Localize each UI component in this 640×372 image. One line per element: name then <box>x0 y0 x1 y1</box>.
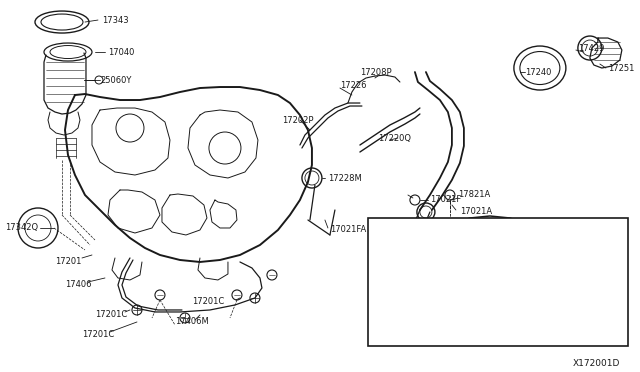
Text: 17343: 17343 <box>102 16 129 25</box>
Text: X172001D: X172001D <box>573 359 620 368</box>
Text: 17201C: 17201C <box>82 330 114 340</box>
Text: 17429: 17429 <box>578 44 604 52</box>
Text: 17406M: 17406M <box>175 317 209 327</box>
Text: 17406: 17406 <box>65 280 92 289</box>
Text: 17821A: 17821A <box>458 190 490 199</box>
Bar <box>368 218 628 346</box>
Text: 17342Q: 17342Q <box>5 224 38 232</box>
Text: 17208P: 17208P <box>360 68 392 77</box>
Text: 17228M: 17228M <box>328 173 362 183</box>
Text: 17321N: 17321N <box>472 253 505 263</box>
Text: <NAM>: <NAM> <box>472 266 505 275</box>
Text: 17201C: 17201C <box>95 311 127 320</box>
Text: 17201: 17201 <box>55 257 81 266</box>
Text: 17251: 17251 <box>608 64 634 73</box>
Text: 17021FA: 17021FA <box>330 225 366 234</box>
Text: 17226: 17226 <box>340 80 367 90</box>
Text: 17201C: 17201C <box>192 298 224 307</box>
Text: 17202P: 17202P <box>282 116 314 125</box>
Text: 25060Y: 25060Y <box>100 76 131 84</box>
Text: 17040: 17040 <box>108 48 134 57</box>
Text: 17220Q: 17220Q <box>378 134 411 142</box>
Text: 17021A: 17021A <box>460 208 492 217</box>
Text: 17021F: 17021F <box>430 196 461 205</box>
Text: 17240: 17240 <box>525 68 551 77</box>
